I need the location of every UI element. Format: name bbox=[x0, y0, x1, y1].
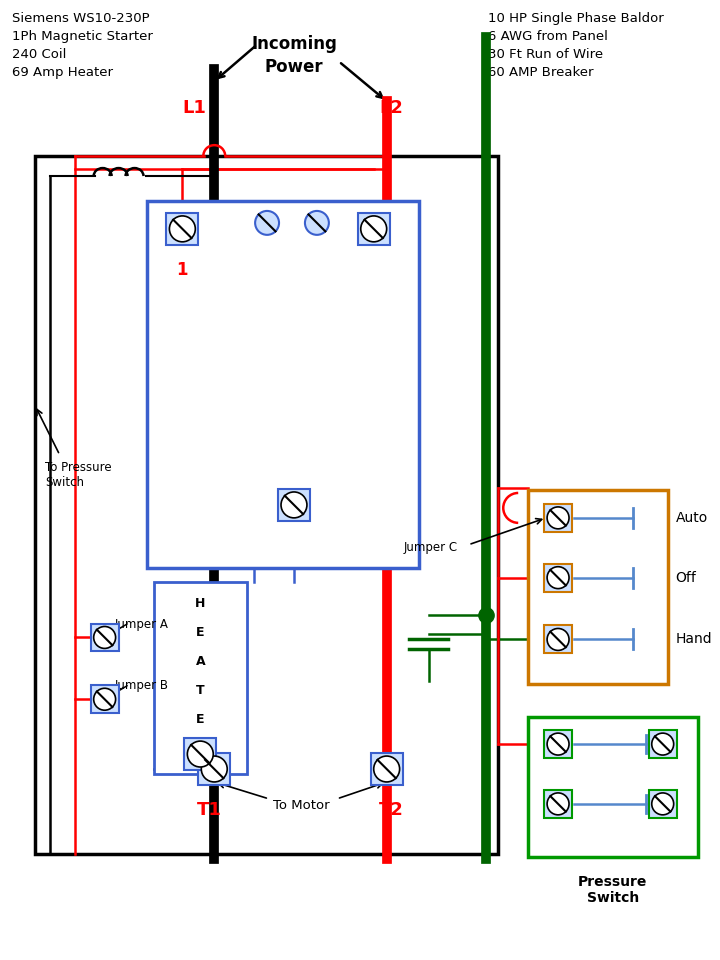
Text: Auto: Auto bbox=[675, 511, 708, 525]
Circle shape bbox=[255, 211, 279, 235]
Text: Jumper C: Jumper C bbox=[404, 541, 458, 554]
Circle shape bbox=[652, 733, 674, 756]
Text: Low: Low bbox=[651, 732, 674, 745]
Bar bbox=[544, 564, 572, 591]
Text: Jumper B: Jumper B bbox=[114, 680, 168, 692]
Bar bbox=[166, 213, 198, 245]
Bar bbox=[649, 790, 677, 818]
Text: E: E bbox=[196, 712, 204, 726]
Circle shape bbox=[94, 688, 116, 710]
Circle shape bbox=[547, 733, 569, 756]
Text: T1: T1 bbox=[197, 801, 222, 819]
Text: 10 HP Single Phase Baldor
6 AWG from Panel
30 Ft Run of Wire
60 AMP Breaker: 10 HP Single Phase Baldor 6 AWG from Pan… bbox=[488, 12, 664, 79]
Circle shape bbox=[547, 793, 569, 815]
Circle shape bbox=[547, 566, 569, 588]
Text: Pressure
Switch: Pressure Switch bbox=[578, 875, 647, 905]
Bar bbox=[91, 623, 119, 652]
Circle shape bbox=[169, 216, 195, 242]
Circle shape bbox=[652, 793, 674, 815]
Circle shape bbox=[94, 627, 116, 648]
Circle shape bbox=[361, 216, 387, 242]
Bar bbox=[358, 213, 390, 245]
Text: K: K bbox=[264, 215, 275, 230]
Text: T: T bbox=[196, 684, 204, 697]
Bar bbox=[544, 731, 572, 758]
Text: H: H bbox=[195, 597, 205, 610]
Circle shape bbox=[547, 629, 569, 651]
Bar bbox=[649, 731, 677, 758]
Text: Siemens WS10-230P
1Ph Magnetic Starter
240 Coil
69 Amp Heater: Siemens WS10-230P 1Ph Magnetic Starter 2… bbox=[12, 12, 153, 79]
Bar bbox=[528, 490, 667, 684]
Bar bbox=[184, 738, 216, 770]
Text: T2: T2 bbox=[379, 801, 404, 819]
Bar bbox=[198, 753, 230, 785]
Text: A: A bbox=[196, 655, 205, 668]
Text: R: R bbox=[196, 741, 205, 755]
Text: E: E bbox=[196, 626, 204, 639]
Text: L1: L1 bbox=[182, 99, 206, 117]
Bar bbox=[544, 626, 572, 654]
Circle shape bbox=[547, 507, 569, 529]
Text: L2: L2 bbox=[379, 99, 404, 117]
Bar bbox=[155, 582, 247, 774]
Circle shape bbox=[281, 492, 307, 517]
Bar bbox=[371, 753, 402, 785]
Bar bbox=[148, 201, 418, 567]
Text: Power: Power bbox=[265, 59, 323, 77]
Text: To Pressure
Switch: To Pressure Switch bbox=[45, 461, 112, 489]
Bar bbox=[35, 156, 498, 853]
Bar bbox=[528, 717, 698, 856]
Bar bbox=[544, 790, 572, 818]
Text: Hand: Hand bbox=[675, 633, 712, 646]
Circle shape bbox=[305, 211, 329, 235]
Text: Off: Off bbox=[675, 570, 696, 585]
Circle shape bbox=[202, 756, 228, 782]
Text: Jumper A: Jumper A bbox=[114, 617, 168, 631]
Circle shape bbox=[187, 741, 213, 767]
Text: To Motor: To Motor bbox=[273, 799, 329, 812]
Circle shape bbox=[374, 756, 400, 782]
Text: High: High bbox=[544, 732, 572, 745]
Text: 3: 3 bbox=[314, 215, 324, 230]
Bar bbox=[278, 489, 310, 521]
Text: 1: 1 bbox=[176, 261, 188, 278]
Text: Incoming: Incoming bbox=[251, 35, 337, 53]
Bar bbox=[91, 685, 119, 713]
Bar bbox=[544, 504, 572, 532]
